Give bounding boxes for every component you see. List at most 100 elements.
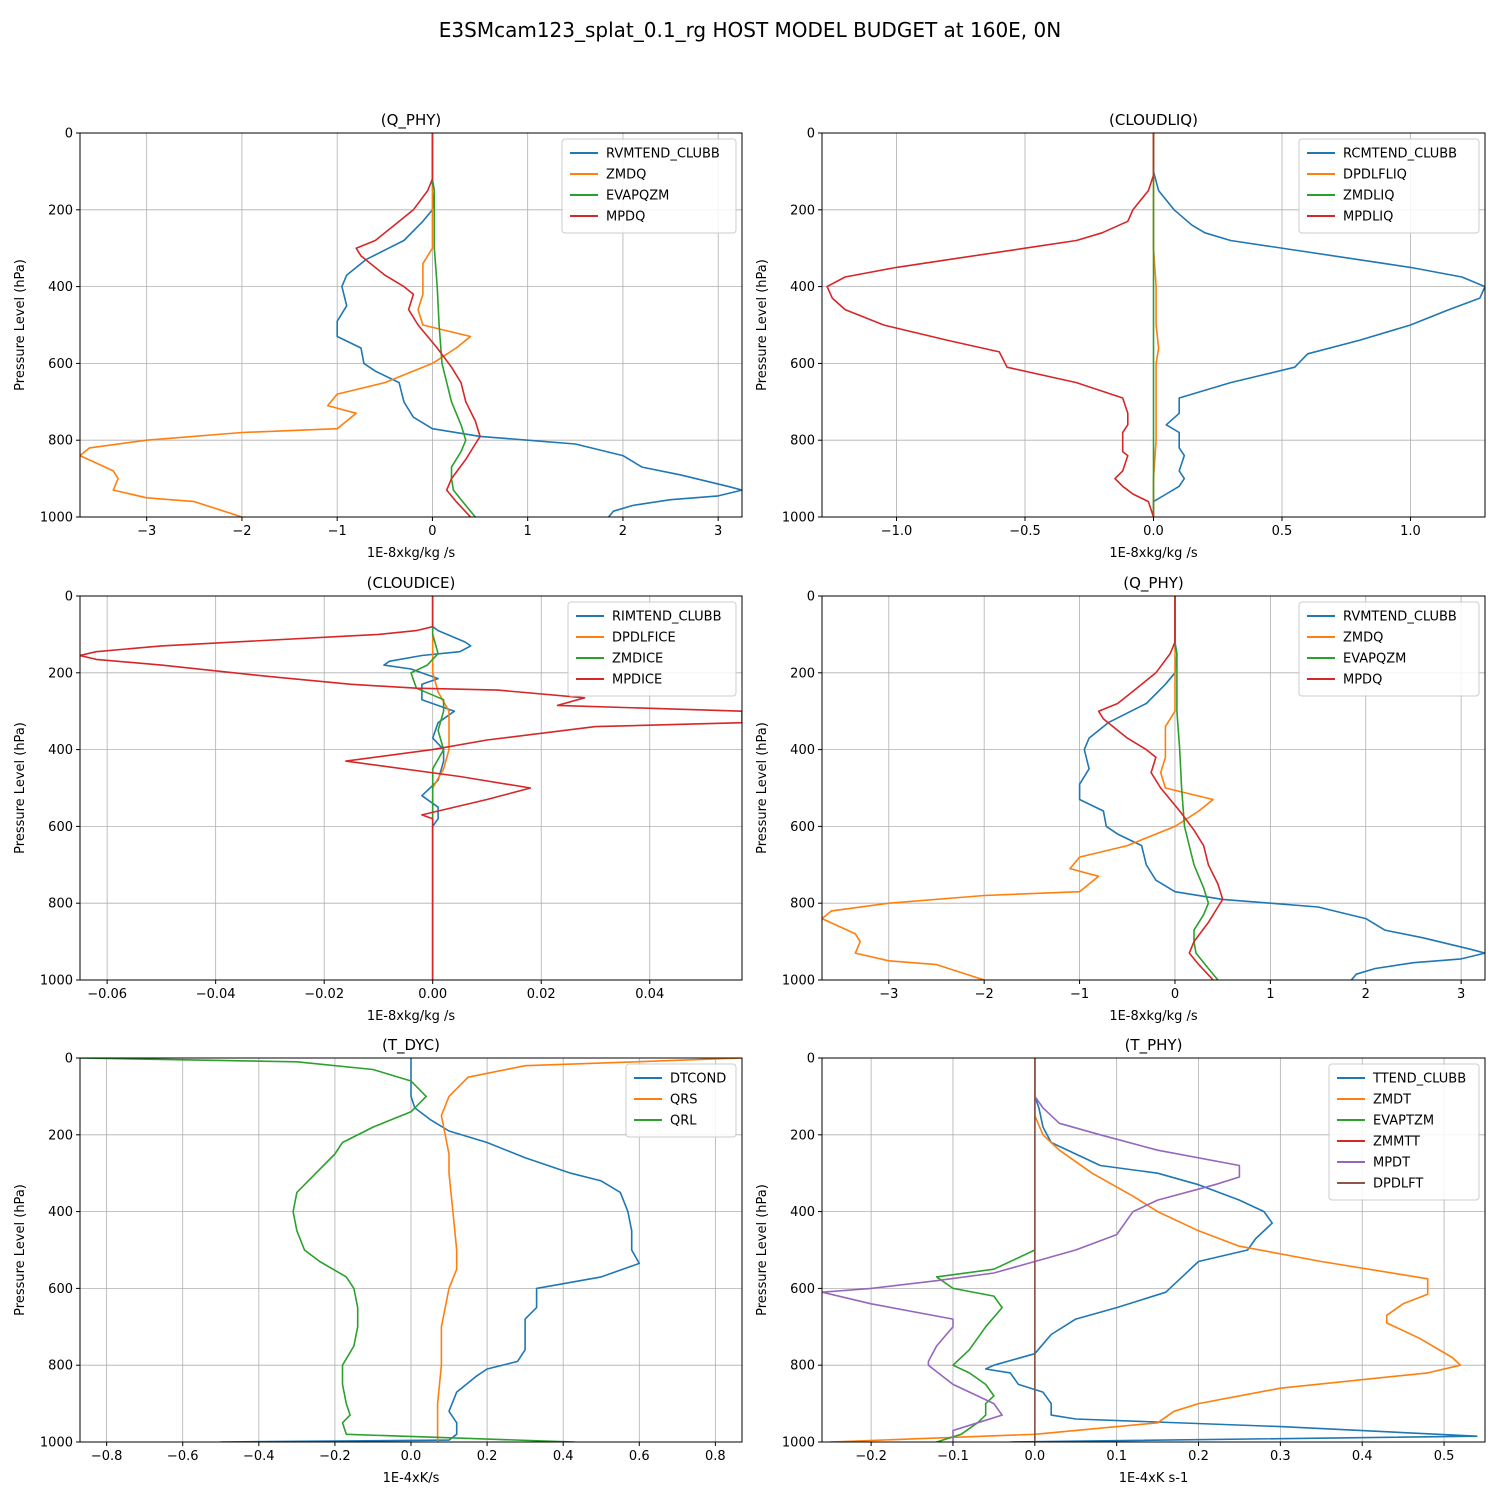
series-line-zmdt [830, 1058, 1462, 1442]
x-tick-label: −0.2 [319, 1449, 351, 1464]
legend-entry: MPDT [1373, 1156, 1410, 1171]
y-tick-label: 400 [48, 1205, 73, 1220]
series-line-mpdq [1097, 596, 1224, 980]
legend-entry: MPDQ [1343, 673, 1382, 688]
legend-entry: RVMTEND_CLUBB [1343, 610, 1457, 625]
legend-entry: QRS [670, 1093, 698, 1108]
series-group [826, 133, 1485, 517]
y-tick-label: 400 [48, 280, 73, 295]
series-line-rimtend-clubb [383, 596, 472, 980]
y-tick-label: 0 [65, 127, 73, 142]
legend-entry: EVAPTZM [1373, 1114, 1434, 1129]
y-tick-label: 200 [790, 666, 815, 681]
y-tick-label: 0 [807, 127, 815, 142]
y-tick-label: 400 [48, 743, 73, 758]
y-tick-label: 200 [48, 1128, 73, 1143]
legend-entry: ZMDICE [612, 652, 663, 667]
x-tick-label: −1.0 [881, 524, 913, 539]
y-tick-label: 1000 [782, 974, 815, 989]
axes-frame [821, 1057, 1486, 1443]
y-tick-label: 1000 [782, 1436, 815, 1451]
x-tick-label: 2 [619, 524, 627, 539]
legend-entry: ZMDT [1373, 1093, 1411, 1108]
x-tick-label: 0.0 [1024, 1449, 1045, 1464]
series-line-rvmtend-clubb [1078, 596, 1485, 980]
panel-3: −0.06 −0.04 −0.02 0.00 0.02 0.04 0 200 400 600 800… [13, 574, 743, 1024]
legend-entry: EVAPQZM [606, 189, 669, 204]
x-tick-label: −3 [879, 987, 898, 1002]
y-tick-label: 200 [790, 1128, 815, 1143]
x-tick-label: −0.02 [304, 987, 344, 1002]
x-tick-label: 0 [428, 524, 436, 539]
legend-entry: QRL [670, 1114, 697, 1129]
series-line-rvmtend-clubb [336, 133, 742, 517]
y-tick-label: 1000 [40, 974, 73, 989]
legend: RIMTEND_CLUBB DPDLFICE ZMDICE MPDICE [567, 601, 737, 697]
x-tick-label: 0.3 [1270, 1449, 1291, 1464]
series-line-rcmtend-clubb [1152, 133, 1485, 517]
x-tick-label: −2 [975, 987, 994, 1002]
y-tick-label: 600 [790, 357, 815, 372]
x-axis-label: 1E-8xkg/kg /s [367, 1009, 456, 1024]
panels: −3 −2 −1 0 1 2 302004006008001000(Q_PHY)1E-8xk… [13, 111, 1486, 1486]
series-line-mpdice [80, 596, 742, 980]
series-line-qrs [436, 1058, 742, 1442]
legend-box [567, 601, 737, 697]
series-group [80, 596, 742, 980]
x-tick-label: 0.00 [418, 987, 447, 1002]
y-tick-label: 400 [790, 743, 815, 758]
legend-entry: DPDLFICE [612, 631, 676, 646]
series-line-mpdq [355, 133, 481, 517]
x-tick-label: 0.5 [1434, 1449, 1455, 1464]
y-tick-label: 0 [65, 1052, 73, 1067]
y-tick-label: 0 [807, 590, 815, 605]
x-tick-label: −0.4 [243, 1449, 275, 1464]
x-tick-label: −0.8 [91, 1449, 123, 1464]
y-tick-label: 200 [48, 203, 73, 218]
series-line-evapqzm [431, 133, 476, 517]
series-line-dpdlfice [431, 596, 450, 980]
x-axis-label: 1E-4xK/s [383, 1471, 440, 1486]
legend: RVMTEND_CLUBB ZMDQ EVAPQZM MPDQ [561, 138, 737, 234]
x-axis-label: 1E-4xK s-1 [1119, 1471, 1189, 1486]
legend-entry: DPDLFT [1373, 1177, 1423, 1192]
x-tick-label: 0.4 [1352, 1449, 1373, 1464]
x-axis-label: 1E-8xkg/kg /s [1109, 1009, 1198, 1024]
series-line-zmdq [822, 596, 1214, 980]
y-axis-label: Pressure Level (hPa) [13, 722, 28, 854]
series-line-zmdice [410, 596, 445, 980]
series-group [80, 1058, 742, 1442]
y-tick-label: 800 [48, 434, 73, 449]
series-line-evaptzm [935, 1058, 1036, 1442]
y-tick-label: 800 [790, 897, 815, 912]
y-axis-label: Pressure Level (hPa) [755, 722, 770, 854]
x-tick-label: −1 [328, 524, 347, 539]
legend-entry: MPDQ [606, 210, 645, 225]
y-tick-label: 1000 [40, 1436, 73, 1451]
x-tick-label: −0.2 [855, 1449, 887, 1464]
figure-title: E3SMcam123_splat_0.1_rg HOST MODEL BUDGE… [439, 18, 1061, 42]
x-tick-label: 0.04 [635, 987, 664, 1002]
y-tick-label: 0 [807, 1052, 815, 1067]
legend: RCMTEND_CLUBB DPDLFLIQ ZMDLIQ MPDLIQ [1298, 138, 1480, 234]
y-tick-label: 600 [48, 820, 73, 835]
legend-box [1298, 138, 1480, 234]
series-group [822, 596, 1485, 980]
x-tick-label: 0.0 [1143, 524, 1164, 539]
legend: TTEND_CLUBB ZMDT EVAPTZM ZMMTT MPDT DPDLFT [1328, 1063, 1480, 1201]
panel-1: −3 −2 −1 0 1 2 3 0 200 400 600 800 1000 (Q_PHY) 1E-8xk… [13, 111, 743, 561]
x-tick-label: 0.0 [401, 1449, 422, 1464]
x-tick-label: −0.04 [196, 987, 236, 1002]
x-tick-label: 1.0 [1400, 524, 1421, 539]
series-group [822, 1058, 1478, 1442]
x-tick-label: 3 [1457, 987, 1465, 1002]
x-tick-label: 0.5 [1272, 524, 1293, 539]
y-tick-label: 400 [790, 1205, 815, 1220]
x-tick-label: −0.5 [1009, 524, 1041, 539]
panel-4: −3 −2 −1 0 1 2 3 0 200 400 600 800 1000 (Q_PHY) 1E-8xk… [755, 574, 1486, 1024]
legend-entry: RVMTEND_CLUBB [606, 147, 720, 162]
legend-box [1328, 1063, 1480, 1201]
axes-frame [79, 595, 743, 981]
